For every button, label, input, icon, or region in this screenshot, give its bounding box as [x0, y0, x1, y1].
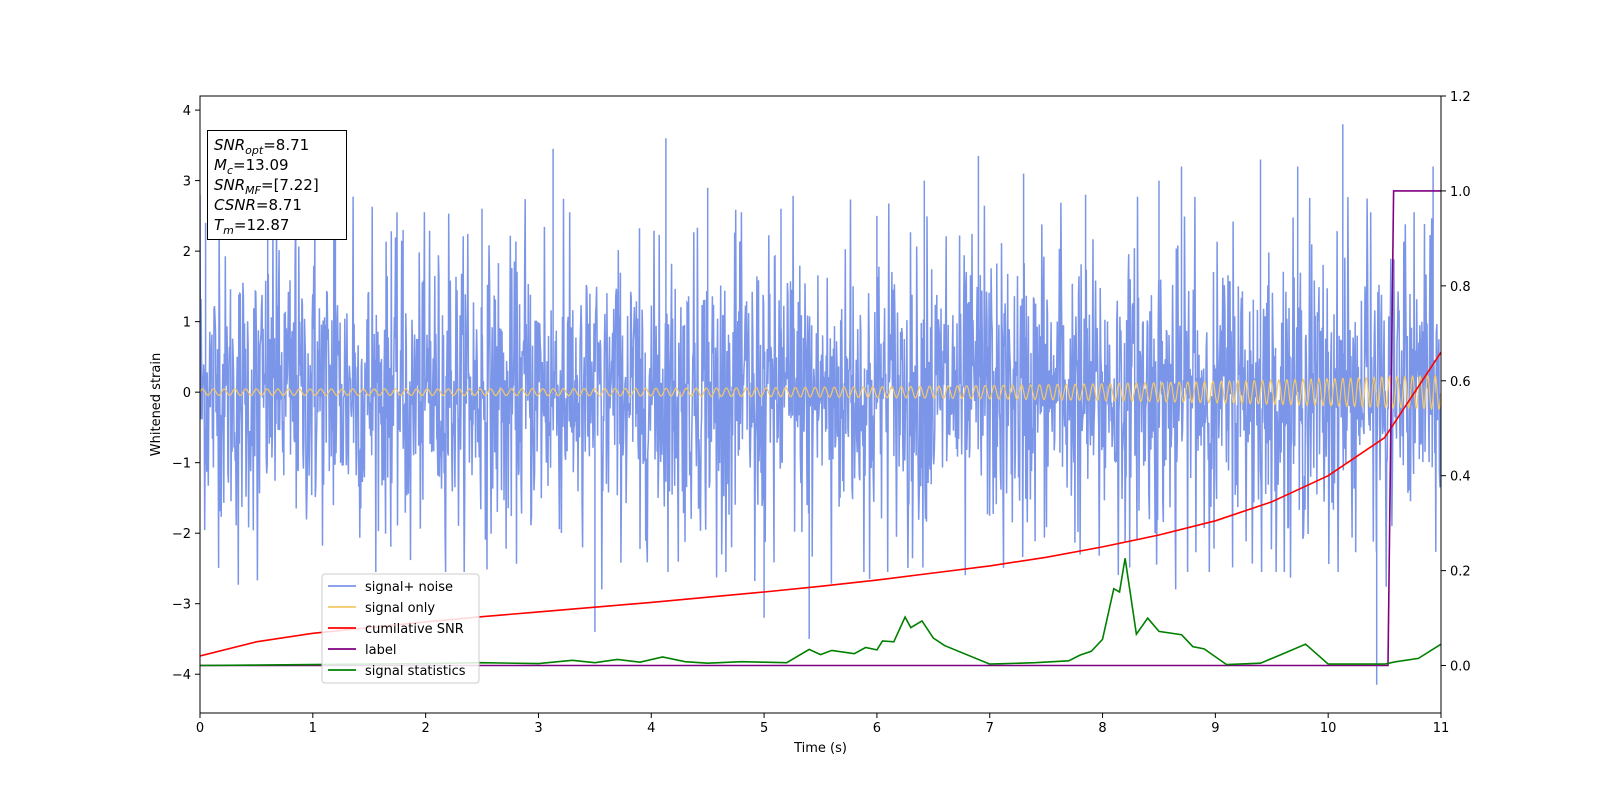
x-tick-label: 10	[1320, 721, 1337, 736]
legend-entry-cumilative-snr: cumilative SNR	[365, 622, 464, 637]
x-tick-label: 11	[1433, 721, 1450, 736]
x-tick-label: 1	[309, 721, 317, 736]
legend-entry-signal-only: signal only	[365, 601, 435, 616]
series-signal-statistics	[200, 558, 1441, 667]
y2-tick-label: 0.0	[1450, 660, 1471, 675]
y-tick-label: 0	[183, 386, 191, 401]
y2-tick-label: 1.2	[1450, 90, 1471, 105]
legend: signal+ noise signal only cumilative SNR la…	[321, 573, 480, 684]
series-layer	[200, 124, 1441, 685]
y-tick-label: −4	[172, 668, 191, 683]
y2-tick-label: 0.6	[1450, 375, 1471, 390]
x-tick-label: 8	[1098, 721, 1106, 736]
legend-entry-signal-statistics: signal statistics	[365, 664, 466, 679]
x-tick-label: 2	[421, 721, 429, 736]
y-tick-label: 2	[183, 245, 191, 260]
annotation-csnr: CSNR=8.71	[214, 196, 302, 214]
y2-tick-label: 0.2	[1450, 565, 1471, 580]
x-tick-label: 7	[986, 721, 994, 736]
x-tick-label: 9	[1211, 721, 1219, 736]
legend-entry-label: label	[365, 643, 396, 658]
x-tick-label: 4	[647, 721, 655, 736]
annotation-tm: Tm=12.87	[214, 216, 290, 237]
y-tick-label: −1	[172, 457, 191, 472]
x-axis-label: Time (s)	[793, 741, 847, 756]
x-tick-label: 3	[534, 721, 542, 736]
x-axis: 0 1 2 3 4 5 6 7 8 9 10 11	[196, 713, 1449, 736]
stats-annotation-box: SNRopt=8.71 Mc=13.09 SNRMF=[7.22] CSNR=8…	[207, 130, 347, 240]
y-tick-label: 3	[183, 175, 191, 190]
legend-frame	[321, 573, 480, 684]
series-label	[200, 190, 1441, 667]
legend-entry-signal-noise: signal+ noise	[365, 580, 453, 595]
series-signal-noise	[200, 124, 1441, 685]
x-tick-label: 0	[196, 721, 204, 736]
y-axis-right: 0.0 0.2 0.4 0.6 0.8 1.0 1.2	[1441, 90, 1471, 675]
x-tick-label: 5	[760, 721, 768, 736]
y-tick-label: −2	[172, 527, 191, 542]
y2-tick-label: 0.4	[1450, 470, 1471, 485]
y-tick-label: 1	[183, 316, 191, 331]
y-tick-label: −3	[172, 598, 191, 613]
y2-tick-label: 1.0	[1450, 185, 1471, 200]
plot-frame	[199, 95, 1442, 714]
y-axis-label: Whitened strain	[149, 353, 164, 456]
y-tick-label: 4	[183, 104, 191, 119]
x-tick-label: 6	[873, 721, 881, 736]
annotation-snr-opt: SNRopt=8.71	[214, 136, 310, 157]
annotation-snr-mf: SNRMF=[7.22]	[214, 176, 319, 197]
annotation-mc: Mc=13.09	[214, 156, 289, 177]
series-signal-only	[200, 374, 1441, 411]
y-axis-left: −4 −3 −2 −1 0 1 2 3 4	[172, 104, 200, 683]
y2-tick-label: 0.8	[1450, 280, 1471, 295]
